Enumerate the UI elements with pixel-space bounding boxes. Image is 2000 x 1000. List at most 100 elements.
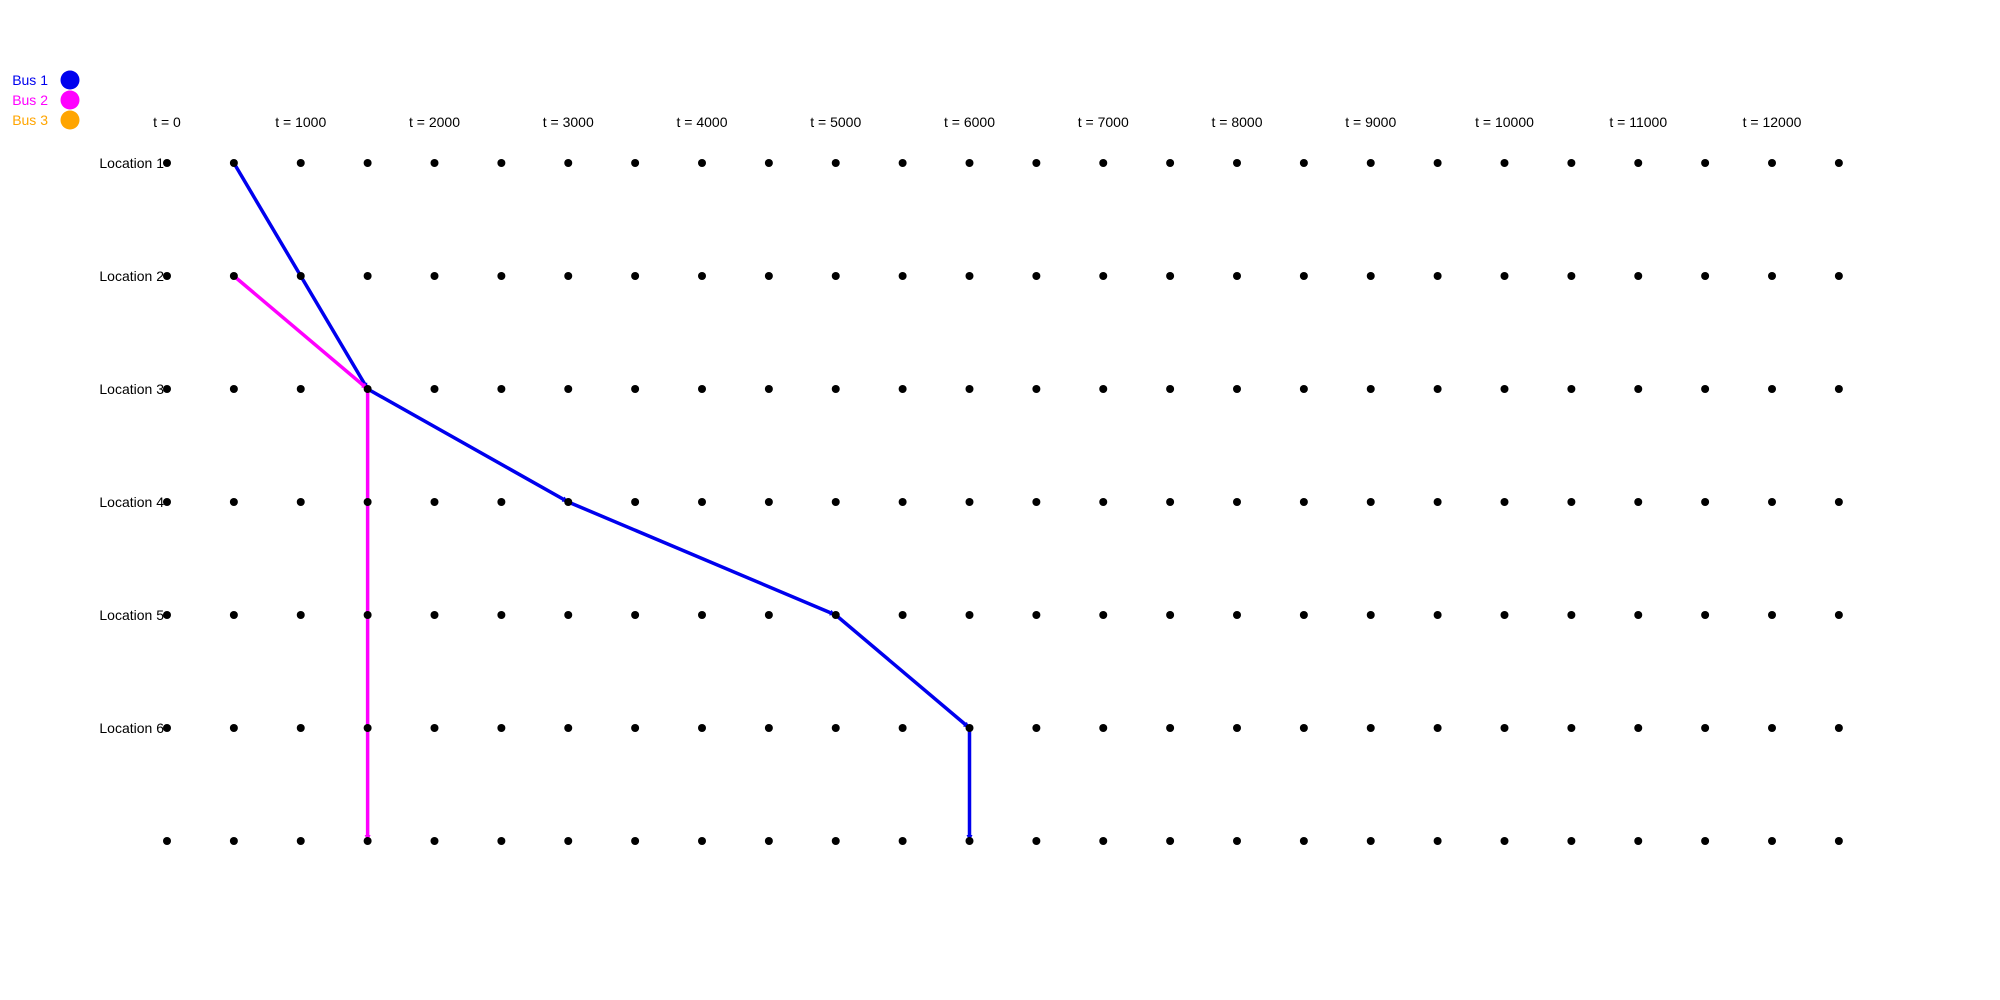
time-node [1366, 272, 1375, 280]
time-node [898, 611, 907, 619]
time-node [564, 724, 573, 732]
time-node [296, 498, 305, 506]
route-segment [232, 274, 369, 391]
time-node [430, 498, 439, 506]
time-node [831, 159, 840, 167]
time-node [363, 272, 372, 280]
time-node [764, 611, 773, 619]
time-node [163, 385, 171, 393]
time-node [764, 385, 773, 393]
time-node [163, 159, 171, 167]
time-node [1366, 837, 1375, 845]
time-node [631, 385, 640, 393]
time-node [1768, 611, 1776, 619]
time-node [1834, 272, 1843, 280]
time-label: t = 9000 [1345, 114, 1396, 130]
time-node [430, 724, 439, 732]
time-node [631, 272, 640, 280]
time-axis-labels: t = 0 t = 1000 t = 2000 t = 3000 t = 4000 t =… [153, 114, 1801, 130]
time-node [229, 385, 238, 393]
time-node [229, 498, 238, 506]
time-node [1032, 272, 1041, 280]
time-node [631, 611, 640, 619]
time-node [1500, 272, 1509, 280]
time-node [430, 159, 439, 167]
time-node [898, 385, 907, 393]
time-node [1099, 498, 1108, 506]
time-label: t = 3000 [543, 114, 594, 130]
time-node [1366, 159, 1375, 167]
time-node [698, 724, 706, 732]
time-label: t = 6000 [944, 114, 995, 130]
time-node [1032, 385, 1041, 393]
time-node [1433, 724, 1442, 732]
time-node [1233, 837, 1241, 845]
location-label: Location 2 [99, 268, 164, 284]
time-node [1768, 837, 1776, 845]
location-labels: Location 1 Location 2 Location 3 Location 4… [99, 155, 164, 736]
time-node [1433, 272, 1442, 280]
time-node [698, 385, 706, 393]
time-node [1099, 385, 1108, 393]
time-node [1433, 611, 1442, 619]
time-node [831, 385, 840, 393]
node-grid [163, 159, 1843, 845]
legend: Bus 1 Bus 2 Bus 3 [12, 70, 80, 130]
time-node [831, 611, 840, 619]
legend-swatch [60, 110, 80, 130]
time-node [163, 611, 171, 619]
time-node [1701, 837, 1710, 845]
time-label: t = 10000 [1475, 114, 1534, 130]
time-node [965, 159, 974, 167]
time-node [1166, 498, 1175, 506]
time-node [430, 837, 439, 845]
time-node [631, 159, 640, 167]
time-node [1834, 724, 1843, 732]
time-node [1233, 498, 1241, 506]
time-node [497, 159, 506, 167]
time-node [1768, 159, 1776, 167]
time-node [1233, 159, 1241, 167]
time-node [631, 724, 640, 732]
time-node [1233, 272, 1241, 280]
time-label: t = 11000 [1609, 114, 1667, 130]
time-node [965, 837, 974, 845]
time-node [1433, 385, 1442, 393]
time-node [898, 159, 907, 167]
time-node [1366, 611, 1375, 619]
time-node [1032, 611, 1041, 619]
time-node [1634, 159, 1643, 167]
time-node [1567, 159, 1576, 167]
time-node [1701, 498, 1710, 506]
time-node [831, 498, 840, 506]
time-node [1634, 724, 1643, 732]
time-node [831, 837, 840, 845]
time-node [1834, 159, 1843, 167]
time-node [1500, 498, 1509, 506]
time-node [564, 498, 573, 506]
time-node [1299, 159, 1308, 167]
time-node [1099, 272, 1108, 280]
time-node [1701, 385, 1710, 393]
time-node [898, 272, 907, 280]
time-node [965, 724, 974, 732]
time-node [564, 837, 573, 845]
time-node [1500, 385, 1509, 393]
time-node [1834, 611, 1843, 619]
time-node [1500, 159, 1509, 167]
time-node [1500, 611, 1509, 619]
legend-swatch [60, 70, 80, 90]
time-node [1567, 724, 1576, 732]
time-node [497, 837, 506, 845]
time-node [363, 611, 372, 619]
time-node [1500, 724, 1509, 732]
time-node [1567, 272, 1576, 280]
time-node [764, 498, 773, 506]
time-node [1701, 611, 1710, 619]
time-node [1099, 837, 1108, 845]
time-node [965, 498, 974, 506]
legend-label: Bus 3 [12, 112, 48, 128]
time-node [831, 724, 840, 732]
time-node [698, 611, 706, 619]
